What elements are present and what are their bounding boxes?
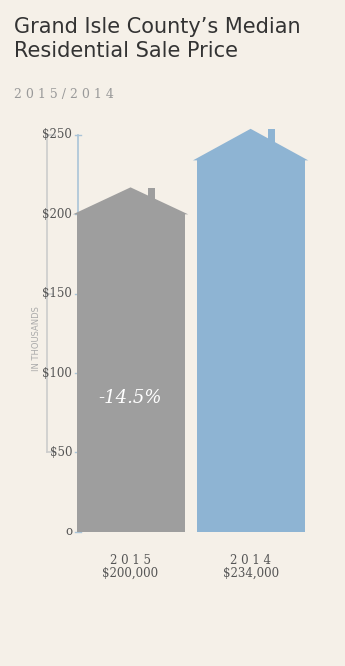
Text: Grand Isle County’s Median
Residential Sale Price: Grand Isle County’s Median Residential S… bbox=[14, 17, 300, 61]
Text: $50: $50 bbox=[50, 446, 72, 459]
Text: $150: $150 bbox=[42, 287, 72, 300]
Text: 2 0 1 5: 2 0 1 5 bbox=[110, 554, 151, 567]
Polygon shape bbox=[193, 129, 308, 161]
Text: $200,000: $200,000 bbox=[102, 567, 159, 579]
Text: $100: $100 bbox=[42, 366, 72, 380]
Text: IN THOUSANDS: IN THOUSANDS bbox=[32, 306, 41, 370]
Text: $234,000: $234,000 bbox=[223, 567, 279, 579]
Text: 2 0 1 5 / 2 0 1 4: 2 0 1 5 / 2 0 1 4 bbox=[14, 88, 114, 101]
Polygon shape bbox=[73, 187, 188, 214]
Text: -14.5%: -14.5% bbox=[99, 390, 162, 408]
Text: 2 0 1 4: 2 0 1 4 bbox=[230, 554, 271, 567]
Bar bbox=[197, 161, 305, 531]
Bar bbox=[77, 214, 185, 531]
Text: o: o bbox=[65, 525, 72, 538]
Bar bbox=[268, 129, 275, 149]
Text: $200: $200 bbox=[42, 208, 72, 221]
Bar bbox=[148, 188, 155, 204]
Text: $250: $250 bbox=[42, 129, 72, 141]
